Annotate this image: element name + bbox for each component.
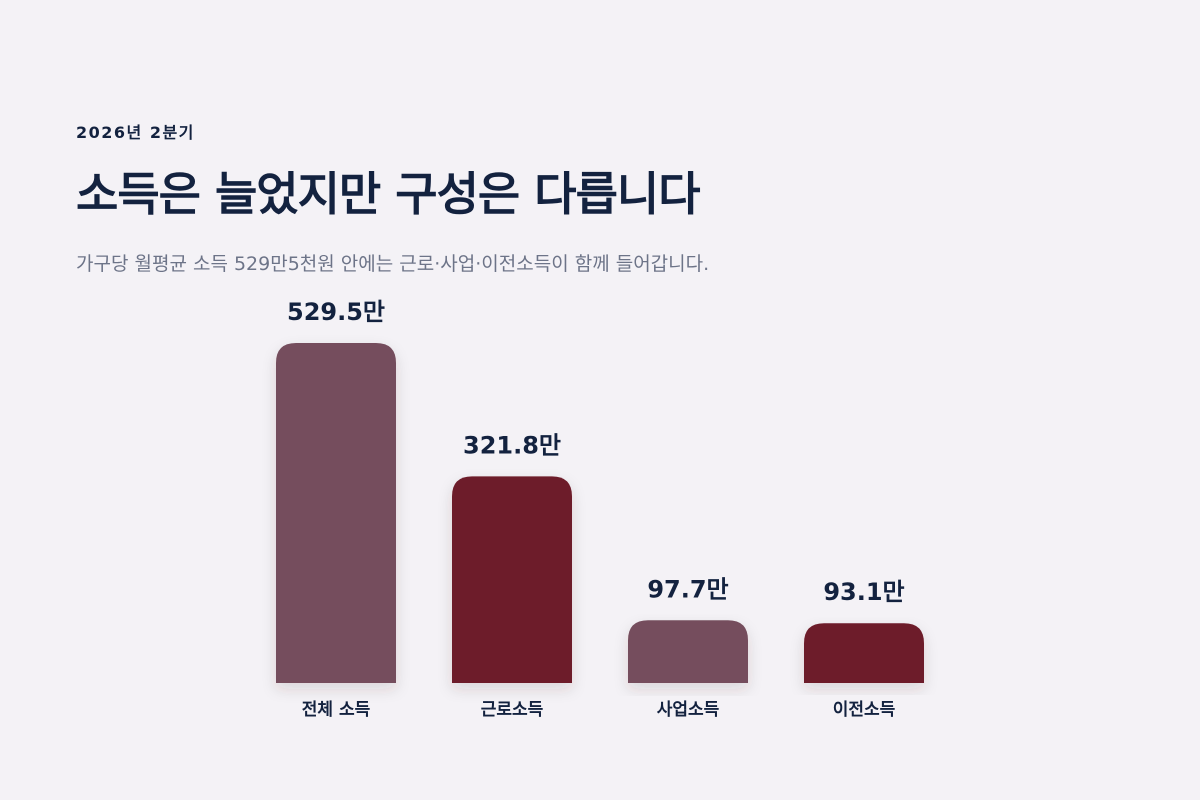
bars-group bbox=[276, 343, 924, 683]
bar-1 bbox=[452, 476, 572, 683]
bar-value-label-0: 529.5만 bbox=[287, 298, 385, 326]
bar-3 bbox=[804, 623, 924, 683]
category-label-3: 이전소득 bbox=[833, 700, 896, 720]
category-labels-group: 전체 소득 근로소득 사업소득 이전소득 bbox=[302, 700, 896, 720]
category-label-0: 전체 소득 bbox=[302, 700, 371, 720]
bar-value-label-1: 321.8만 bbox=[463, 431, 561, 459]
bar-value-label-3: 93.1만 bbox=[823, 578, 904, 606]
bar-value-label-2: 97.7만 bbox=[647, 575, 728, 603]
chart-subtitle: 가구당 월평균 소득 529만5천원 안에는 근로·사업·이전소득이 함께 들어… bbox=[76, 253, 710, 275]
bar-0 bbox=[276, 343, 396, 683]
category-label-2: 사업소득 bbox=[657, 700, 720, 720]
period-label: 2026년 2분기 bbox=[76, 123, 195, 142]
chart-title: 소득은 늘었지만 구성은 다릅니다 bbox=[76, 167, 701, 221]
bar-2 bbox=[628, 620, 748, 683]
category-label-1: 근로소득 bbox=[481, 700, 544, 720]
value-labels-group: 529.5만 321.8만 97.7만 93.1만 bbox=[287, 298, 905, 606]
